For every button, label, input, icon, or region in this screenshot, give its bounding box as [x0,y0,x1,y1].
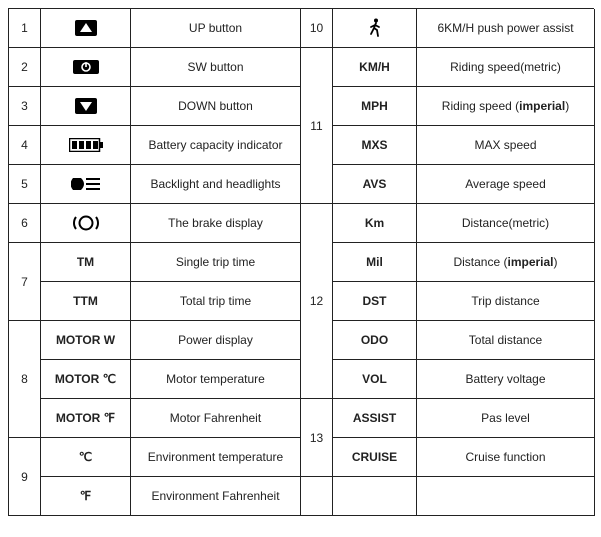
walk-icon [368,18,382,38]
symbol-text: ℉ [80,489,91,503]
right-symbol-cell: MXS [333,126,417,165]
right-symbol-cell: DST [333,282,417,321]
left-desc-cell: The brake display [131,204,301,243]
right-desc-cell: Cruise function [417,438,595,477]
triangle-up-icon [75,20,97,36]
left-desc-cell: Motor Fahrenheit [131,399,301,438]
symbol-text: DST [363,294,387,308]
symbol-text: VOL [362,372,387,386]
empty-cell [417,477,595,516]
right-symbol-cell: AVS [333,165,417,204]
right-desc-cell: Trip distance [417,282,595,321]
left-desc-cell: Motor temperature [131,360,301,399]
left-group-number: 1 [9,9,41,48]
left-desc-cell: DOWN button [131,87,301,126]
right-desc-cell: Distance(metric) [417,204,595,243]
right-symbol-cell: KM/H [333,48,417,87]
right-group-number: 12 [301,204,333,399]
left-group-number: 8 [9,321,41,438]
symbol-text: AVS [363,177,387,191]
right-symbol-cell [333,9,417,48]
symbol-text: MXS [361,138,387,152]
right-desc-cell: Total distance [417,321,595,360]
right-desc-cell: Riding speed (imperial) [417,87,595,126]
symbol-text: ODO [361,333,388,347]
left-group-number: 4 [9,126,41,165]
left-desc-cell: Environment Fahrenheit [131,477,301,516]
right-desc-cell: Riding speed(metric) [417,48,595,87]
left-symbol-cell: TM [41,243,131,282]
right-desc-cell: Average speed [417,165,595,204]
left-desc-cell: Backlight and headlights [131,165,301,204]
left-desc-cell: SW button [131,48,301,87]
symbol-text: KM/H [359,60,390,74]
right-symbol-cell: Km [333,204,417,243]
symbol-text: MOTOR W [56,333,115,347]
symbol-text: TM [77,255,94,269]
empty-cell [301,477,333,516]
left-desc-cell: Total trip time [131,282,301,321]
battery-bars-icon [69,138,103,152]
symbol-text: TTM [73,294,98,308]
right-symbol-cell: ODO [333,321,417,360]
right-desc-cell: Distance (imperial) [417,243,595,282]
symbol-text: Mil [366,255,383,269]
right-group-number: 13 [301,399,333,477]
icon-legend-table: 1 UP button 2 SW button 3 DOWN button 4 Battery… [8,8,594,516]
left-group-number: 7 [9,243,41,321]
symbol-text: MPH [361,99,388,113]
right-symbol-cell: MPH [333,87,417,126]
left-symbol-cell: MOTOR ℃ [41,360,131,399]
right-symbol-cell: ASSIST [333,399,417,438]
left-desc-cell: Power display [131,321,301,360]
left-symbol-cell [41,9,131,48]
symbol-text: MOTOR ℃ [55,372,116,386]
left-symbol-cell: TTM [41,282,131,321]
left-symbol-cell [41,48,131,87]
left-symbol-cell [41,204,131,243]
left-symbol-cell [41,126,131,165]
symbol-text: ASSIST [353,411,396,425]
right-desc-cell: Battery voltage [417,360,595,399]
right-desc-cell: 6KM/H push power assist [417,9,595,48]
left-symbol-cell: ℉ [41,477,131,516]
symbol-text: CRUISE [352,450,397,464]
left-desc-cell: Single trip time [131,243,301,282]
brake-o-icon [72,214,100,232]
left-group-number: 2 [9,48,41,87]
left-group-number: 5 [9,165,41,204]
left-desc-cell: Battery capacity indicator [131,126,301,165]
empty-cell [333,477,417,516]
symbol-text: MOTOR ℉ [56,411,115,425]
left-desc-cell: Environment temperature [131,438,301,477]
left-symbol-cell: ℃ [41,438,131,477]
left-symbol-cell [41,165,131,204]
headlight-icon [71,176,101,192]
symbol-text: Km [365,216,384,230]
symbol-text: ℃ [79,450,92,464]
right-group-number: 10 [301,9,333,48]
right-desc-cell: MAX speed [417,126,595,165]
left-group-number: 3 [9,87,41,126]
right-desc-cell: Pas level [417,399,595,438]
right-symbol-cell: VOL [333,360,417,399]
power-rect-icon [73,60,99,74]
left-symbol-cell: MOTOR W [41,321,131,360]
left-group-number: 9 [9,438,41,516]
right-group-number: 11 [301,48,333,204]
left-desc-cell: UP button [131,9,301,48]
triangle-down-icon [75,98,97,114]
right-symbol-cell: Mil [333,243,417,282]
left-group-number: 6 [9,204,41,243]
left-symbol-cell: MOTOR ℉ [41,399,131,438]
right-symbol-cell: CRUISE [333,438,417,477]
left-symbol-cell [41,87,131,126]
